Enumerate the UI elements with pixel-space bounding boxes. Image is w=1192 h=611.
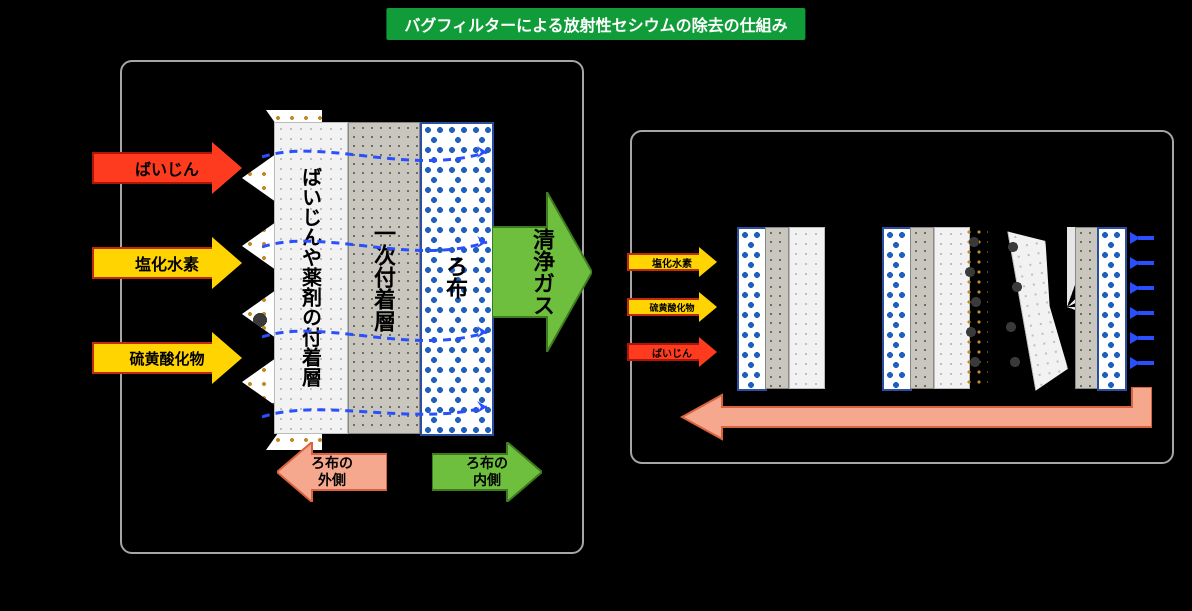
stage-buildup [882,227,982,387]
direction-arrow-outside: ろ布の外側 [277,442,387,502]
gas-flow-lines [262,117,522,437]
stage-filtering [737,227,837,387]
r-input-arrow-hcl: 塩化水素 [627,247,717,277]
stage-pulse-clean [1027,227,1127,387]
buildup-particles [964,227,988,387]
diagram-title: バグフィルターによる放射性セシウムの除去の仕組み [386,8,805,40]
ejected-particles [1005,237,1027,377]
r-input-arrow-sox: 硫黄酸化物 [627,292,717,322]
right-panel: 塩化水素 硫黄酸化物 ばいじん [630,130,1174,464]
output-arrow-clean-gas: 清浄ガス [492,192,592,352]
r-input-arrow-baijin: ばいじん [627,337,717,367]
input-arrow-sox: 硫黄酸化物 [92,332,242,384]
return-cycle-arrow [662,387,1152,442]
left-panel: ばいじん 塩化水素 硫黄酸化物 ばいじんや薬剤の付着層 一次付着層 ろ布 [120,60,584,554]
direction-arrow-inside: ろ布の内側 [432,442,542,502]
input-arrow-baijin: ばいじん [92,142,242,194]
input-arrow-hcl: 塩化水素 [92,237,242,289]
